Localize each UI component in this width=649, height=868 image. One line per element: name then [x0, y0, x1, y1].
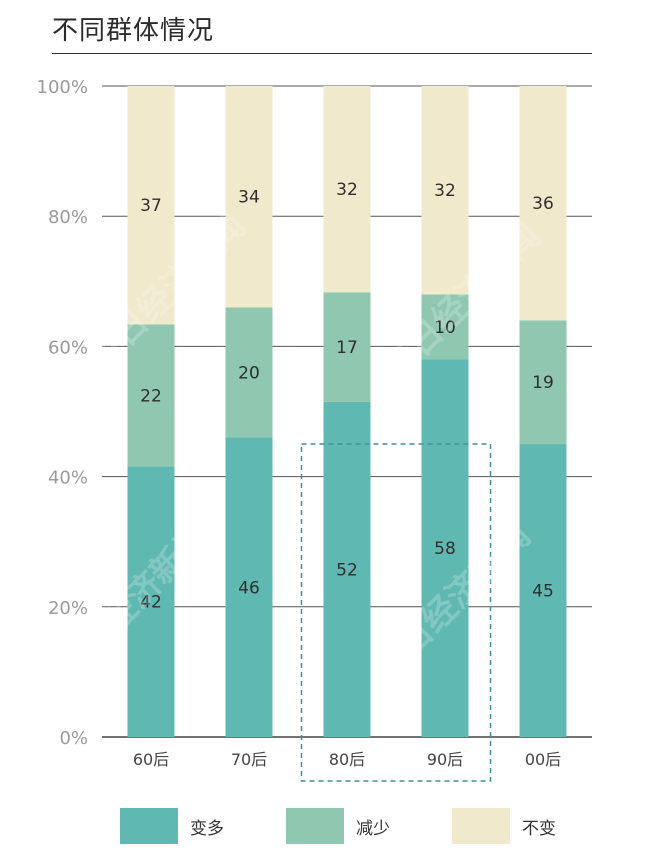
bar-segment-less — [519, 320, 567, 445]
data-label: 36 — [532, 194, 554, 214]
x-tick-label: 70后 — [231, 750, 267, 769]
stacked-bar-chart: 0% 20% 40% 60% 80% 100% 42 22 37 60后 46 20 34 70后 52 17… — [37, 77, 592, 782]
bar-segment-less — [323, 292, 371, 402]
data-label: 58 — [434, 539, 456, 559]
legend-item-more: 变多 — [120, 806, 224, 846]
x-tick-label: 90后 — [427, 750, 463, 769]
bar-segment-same — [519, 86, 567, 321]
data-label: 22 — [140, 386, 162, 406]
page-title: 不同群体情况 — [52, 16, 215, 46]
data-label: 20 — [238, 363, 260, 383]
bar-segment-more — [225, 437, 273, 737]
bar-segment-more — [519, 444, 567, 737]
y-tick-label: 100% — [37, 77, 88, 98]
data-label: 32 — [434, 181, 456, 201]
data-label: 37 — [140, 196, 162, 216]
legend-swatch-less — [286, 808, 344, 844]
x-tick-label: 00后 — [525, 750, 561, 769]
data-label: 52 — [336, 560, 358, 580]
bar-segment-less — [225, 307, 273, 438]
bar-segment-same — [421, 86, 469, 295]
y-tick-label: 60% — [48, 337, 88, 358]
title-divider — [52, 53, 592, 54]
data-label: 32 — [336, 180, 358, 200]
legend-swatch-more — [120, 808, 178, 844]
bar-segment-same — [225, 86, 273, 308]
data-label: 34 — [238, 188, 260, 208]
legend-item-less: 减少 — [286, 806, 390, 846]
data-label: 17 — [336, 338, 358, 358]
legend-swatch-same — [452, 808, 510, 844]
x-tick-label: 60后 — [133, 750, 169, 769]
x-tick-label: 80后 — [329, 750, 365, 769]
highlight-box — [300, 443, 492, 782]
legend-label-same: 不变 — [522, 818, 556, 839]
y-tick-label: 80% — [48, 207, 88, 228]
bar-segment-more — [421, 359, 469, 737]
bar-segment-same — [127, 86, 175, 325]
bar-segment-less — [421, 294, 469, 360]
y-tick-label: 40% — [48, 468, 88, 489]
bar-segment-same — [323, 86, 371, 293]
data-label: 42 — [140, 593, 162, 613]
data-label: 46 — [238, 578, 260, 598]
chart-legend: 变多 减少 不变 — [0, 806, 649, 846]
y-tick-label: 20% — [48, 598, 88, 619]
bar-segment-more — [127, 466, 175, 737]
legend-label-less: 减少 — [356, 818, 390, 839]
data-label: 10 — [434, 318, 456, 338]
bar-segment-less — [127, 324, 175, 467]
y-tick-label: 0% — [59, 728, 88, 749]
data-label: 45 — [532, 582, 554, 602]
legend-item-same: 不变 — [452, 806, 556, 846]
bar-segment-more — [323, 401, 371, 737]
legend-label-more: 变多 — [190, 818, 224, 839]
data-label: 19 — [532, 373, 554, 393]
